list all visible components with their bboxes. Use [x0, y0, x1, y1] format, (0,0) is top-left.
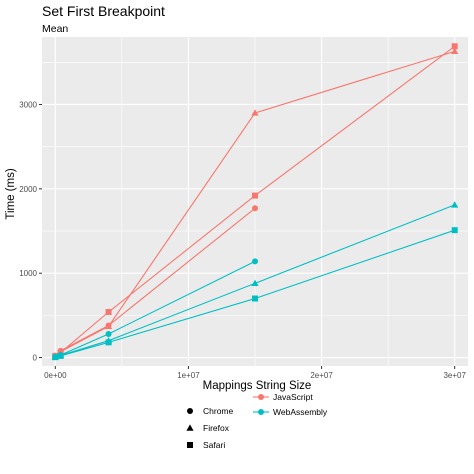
data-point-webassembly-chrome	[252, 258, 258, 265]
data-point-javascript-safari	[252, 192, 258, 199]
chart-subtitle: Mean	[42, 23, 68, 35]
data-point-webassembly-safari	[57, 352, 64, 359]
data-point-javascript-firefox	[104, 322, 113, 330]
x-tick-label: 0e+00	[44, 371, 67, 380]
legend-key-firefox	[186, 424, 194, 431]
legend-key-chrome	[187, 408, 193, 414]
data-point-webassembly-safari	[52, 354, 59, 361]
legend-key-safari	[187, 442, 193, 448]
data-point-javascript-safari	[105, 309, 112, 316]
x-tick-label: 3e+07	[443, 371, 466, 380]
legend-dot-webassembly	[258, 409, 264, 415]
y-tick-label: 1000	[19, 269, 37, 278]
legend-label-webassembly: WebAssembly	[273, 407, 328, 417]
legend: Chrome Firefox Safari JavaScript WebAssembly	[186, 392, 328, 450]
legend-dot-javascript	[258, 394, 264, 400]
x-axis: 0e+00 1e+07 2e+07 3e+07	[44, 366, 466, 380]
data-point-webassembly-safari	[252, 295, 258, 302]
legend-label-firefox: Firefox	[203, 423, 230, 433]
legend-label-chrome: Chrome	[203, 406, 234, 416]
y-tick-label: 3000	[19, 100, 37, 109]
data-point-javascript-firefox	[451, 47, 459, 55]
data-point-webassembly-firefox	[251, 279, 259, 287]
data-point-webassembly-firefox	[451, 201, 459, 208]
legend-label-safari: Safari	[203, 440, 225, 450]
y-axis-title: Time (ms)	[5, 168, 17, 219]
x-axis-title: Mappings String Size	[203, 380, 312, 392]
data-point-webassembly-safari	[105, 339, 112, 346]
legend-label-javascript: JavaScript	[273, 392, 313, 402]
y-tick-label: 2000	[19, 185, 37, 194]
x-tick-label: 1e+07	[177, 371, 200, 380]
data-point-webassembly-safari	[451, 227, 458, 234]
y-axis: 0 1000 2000 3000	[19, 100, 42, 363]
data-point-javascript-safari	[451, 43, 458, 50]
data-point-javascript-firefox	[251, 109, 259, 116]
chart-title: Set First Breakpoint	[42, 3, 165, 19]
data-point-webassembly-chrome	[105, 330, 112, 337]
data-point-javascript-chrome	[252, 205, 258, 212]
x-tick-label: 2e+07	[310, 371, 333, 380]
series-points	[51, 43, 459, 361]
minor-gridlines	[42, 37, 468, 366]
y-tick-label: 0	[33, 354, 38, 363]
